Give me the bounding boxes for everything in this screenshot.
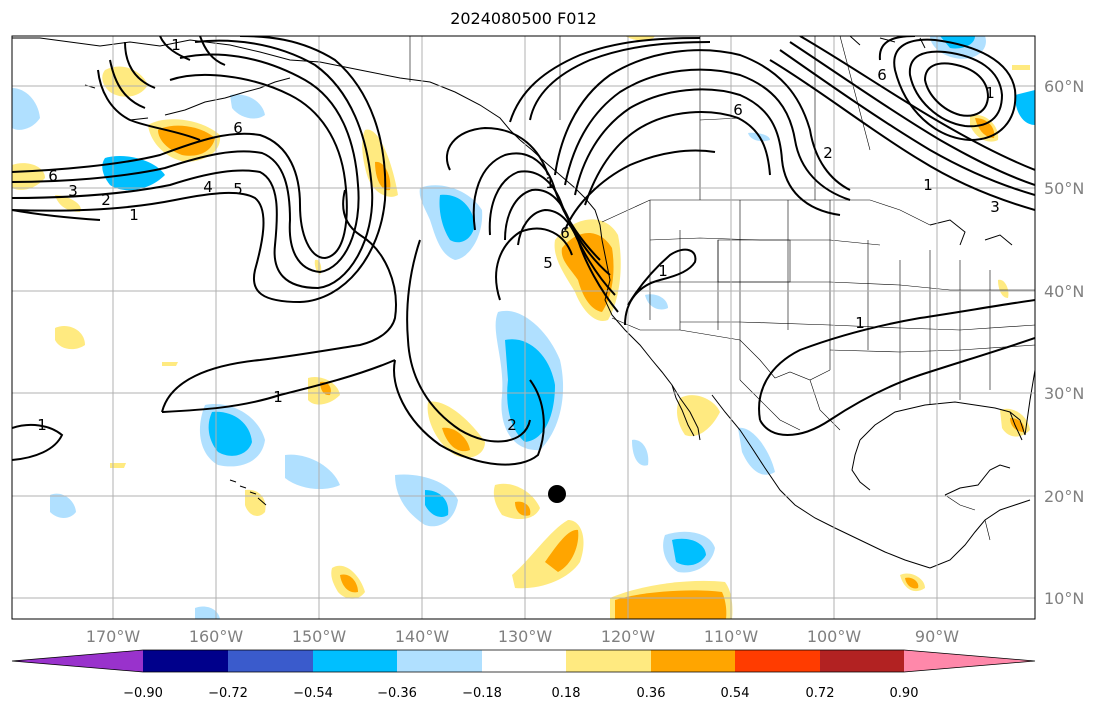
contour-label: 2 [823,144,833,162]
colorbar-tick-label: −0.18 [462,686,502,701]
map-frame [11,35,1036,620]
colorbar-tick-label: −0.54 [293,686,333,701]
contour-label: 1 [545,174,555,192]
contour-label: 1 [923,176,933,194]
contour-label: 5 [233,180,243,198]
colorbar-extend-high [904,650,1035,672]
lat-tick-label: 30°N [1044,384,1084,403]
positive-anomaly-region [375,161,391,191]
contour-label: 5 [543,254,553,272]
lon-tick-label: 170°W [86,627,141,646]
colorbar-tick-label: −0.36 [377,686,417,701]
positive-anomaly-region [545,529,579,572]
colorbar-segment [397,650,482,672]
contour-label-group: 1 1 2 3 4 5 6 6 6 1 1 1 2 5 6 6 1 1 2 3 … [37,36,1000,434]
contour-lines [12,36,1035,466]
negative-anomaly-region [12,88,40,130]
contour-label: 1 [985,84,995,102]
longitude-axis: 170°W 160°W 150°W 140°W 130°W 120°W 110°… [86,627,959,646]
lon-tick-label: 130°W [498,627,553,646]
lon-tick-label: 100°W [807,627,862,646]
colorbar-tick-label: −0.72 [208,686,248,701]
contour-label: 6 [733,101,743,119]
positive-anomaly-region [677,395,720,437]
latitude-axis: 60°N 50°N 40°N 30°N 20°N 10°N [1044,77,1084,608]
colorbar-segment [566,650,651,672]
colorbar-segment [482,650,566,672]
colorbar-segment [651,650,735,672]
colorbar: −0.90 −0.72 −0.54 −0.36 −0.18 0.18 0.36 … [11,649,1036,701]
lat-tick-label: 60°N [1044,77,1084,96]
negative-anomaly-region [645,294,668,310]
colorbar-segment [143,650,228,672]
map-title: 2024080500 F012 [450,9,597,28]
negative-anomaly-region [208,411,252,456]
negative-anomaly-region [425,490,449,517]
lat-tick-label: 20°N [1044,487,1084,506]
colorbar-segment [313,650,397,672]
negative-anomaly-region [1015,90,1035,125]
positive-anomaly-region [320,381,331,396]
positive-anomaly-region [975,118,995,138]
negative-anomaly-region [672,538,706,566]
lon-tick-label: 140°W [395,627,450,646]
storm-center-marker [548,485,566,503]
lon-tick-label: 120°W [601,627,656,646]
lon-tick-label: 110°W [704,627,759,646]
colorbar-segment [735,650,820,672]
lat-tick-label: 40°N [1044,282,1084,301]
negative-anomaly-region [439,194,475,243]
contour-label: 6 [877,66,887,84]
contour-label: 1 [37,416,47,434]
positive-anomaly-region [340,574,358,593]
negative-anomaly-region [50,493,76,518]
negative-anomaly-region [738,427,775,475]
lon-tick-label: 150°W [292,627,347,646]
negative-anomaly-region [632,439,649,466]
contour-label: 6 [48,167,58,185]
gridlines [12,36,1035,619]
positive-anomaly-region [55,325,85,350]
colorbar-tick-label: −0.90 [123,686,163,701]
lon-tick-label: 90°W [915,627,959,646]
colorbar-tick-label: 0.72 [806,686,835,701]
colorbar-segment [820,650,904,672]
positive-anomaly-region [515,501,531,516]
lat-tick-label: 50°N [1044,179,1084,198]
positive-anomaly-region [1012,65,1030,70]
positive-anomaly-region [110,463,126,468]
colorbar-tick-label: 0.90 [890,686,919,701]
positive-anomaly-region [905,577,919,589]
contour-label: 2 [101,191,111,209]
lon-tick-label: 160°W [189,627,244,646]
negative-anomaly-region [195,606,220,619]
positive-anomaly-region [55,195,81,212]
positive-anomaly-region [998,279,1009,298]
contour-label: 6 [233,119,243,137]
lat-tick-label: 10°N [1044,589,1084,608]
positive-anomaly-region [442,427,470,452]
colorbar-tick-label: 0.54 [721,686,750,701]
colorbar-segment [228,650,313,672]
colorbar-tick-label: 0.18 [552,686,581,701]
negative-anomaly-region [940,36,975,49]
contour-label: 6 [560,224,570,242]
contour-label: 1 [171,36,181,54]
positive-anomaly-region [162,362,178,366]
colorbar-extend-low [12,650,143,672]
contour-label: 1 [658,262,668,280]
contour-label: 2 [507,416,517,434]
positive-anomaly-region [158,125,215,156]
contour-label: 4 [203,178,213,196]
contour-label: 3 [68,182,78,200]
colorbar-tick-label: 0.36 [637,686,666,701]
negative-anomaly-region [285,454,340,490]
contour-label: 1 [273,388,283,406]
positive-anomaly-region [561,233,614,312]
contour-label: 1 [129,206,139,224]
contour-label: 3 [990,198,1000,216]
contour-label: 1 [855,314,865,332]
negative-anomaly-region [230,94,265,119]
